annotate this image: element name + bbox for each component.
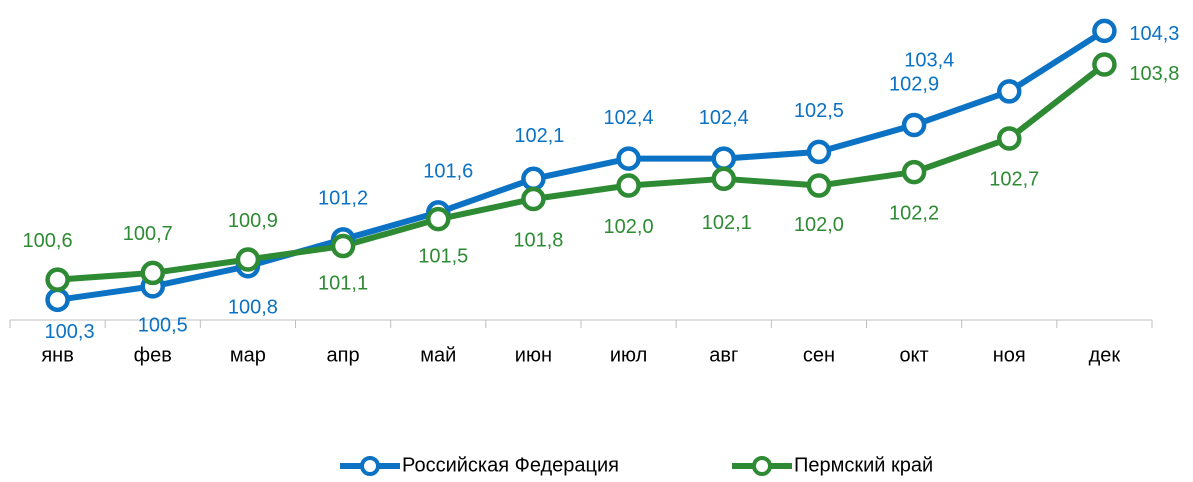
point-marker: [806, 139, 832, 165]
data-label: 102,0: [794, 214, 844, 236]
legend-marker: [360, 456, 380, 476]
data-label: 101,8: [513, 229, 563, 251]
point-marker: [521, 166, 546, 192]
data-label: 102,0: [604, 216, 654, 238]
point-marker: [1092, 52, 1117, 77]
legend-marker: [752, 456, 772, 476]
point-marker: [426, 206, 451, 232]
x-tick-label: июн: [515, 344, 552, 366]
data-label: 101,6: [423, 161, 473, 183]
x-tick-label: окт: [899, 344, 928, 366]
data-label: 100,6: [23, 230, 73, 252]
data-label: 100,8: [228, 296, 278, 318]
data-label: 101,1: [318, 272, 368, 294]
x-tick-label: дек: [1089, 344, 1121, 366]
point-marker: [616, 173, 641, 198]
point-marker: [140, 260, 165, 286]
point-marker: [901, 159, 927, 185]
x-tick-label: янв: [41, 344, 74, 366]
series-line: [57, 28, 1107, 303]
point-marker: [45, 267, 70, 292]
data-label: 102,4: [604, 107, 654, 129]
x-tick-label: авг: [709, 344, 738, 366]
data-label: 101,5: [418, 245, 468, 267]
x-tick-label: фев: [134, 344, 172, 366]
data-label: 100,7: [123, 223, 173, 245]
point-marker: [616, 146, 641, 171]
data-label: 103,4: [904, 50, 954, 72]
x-tick-label: июл: [610, 344, 647, 366]
point-marker: [235, 247, 261, 272]
data-label: 102,1: [514, 125, 564, 147]
x-tick-label: ноя: [993, 344, 1026, 366]
legend-label: Российская Федерация: [402, 454, 619, 476]
data-label: 102,7: [989, 169, 1039, 191]
data-label: 100,3: [45, 321, 95, 343]
data-label: 102,2: [889, 202, 939, 224]
x-tick-label: апр: [327, 344, 360, 366]
x-tick-label: май: [420, 344, 456, 366]
x-tick-label: мар: [230, 344, 266, 366]
data-label: 100,9: [228, 210, 278, 232]
legend-label: Пермский край: [794, 454, 933, 476]
point-marker: [901, 112, 927, 138]
data-label: 100,5: [138, 315, 188, 337]
x-tick-label: сен: [803, 344, 835, 366]
point-marker: [1092, 18, 1117, 44]
data-label: 104,3: [1129, 23, 1179, 45]
point-marker: [997, 79, 1022, 104]
data-label: 103,8: [1129, 63, 1179, 85]
point-marker: [997, 126, 1022, 151]
series-line: [57, 62, 1107, 283]
point-marker: [806, 173, 832, 198]
data-label: 102,4: [699, 107, 749, 129]
data-label: 102,5: [794, 100, 844, 122]
data-label: 102,1: [702, 212, 752, 234]
point-marker: [521, 186, 546, 212]
point-marker: [711, 146, 736, 171]
data-label: 101,2: [318, 188, 368, 210]
point-marker: [711, 166, 736, 192]
data-label: 102,9: [889, 73, 939, 95]
point-marker: [330, 233, 356, 259]
point-marker: [45, 287, 70, 313]
